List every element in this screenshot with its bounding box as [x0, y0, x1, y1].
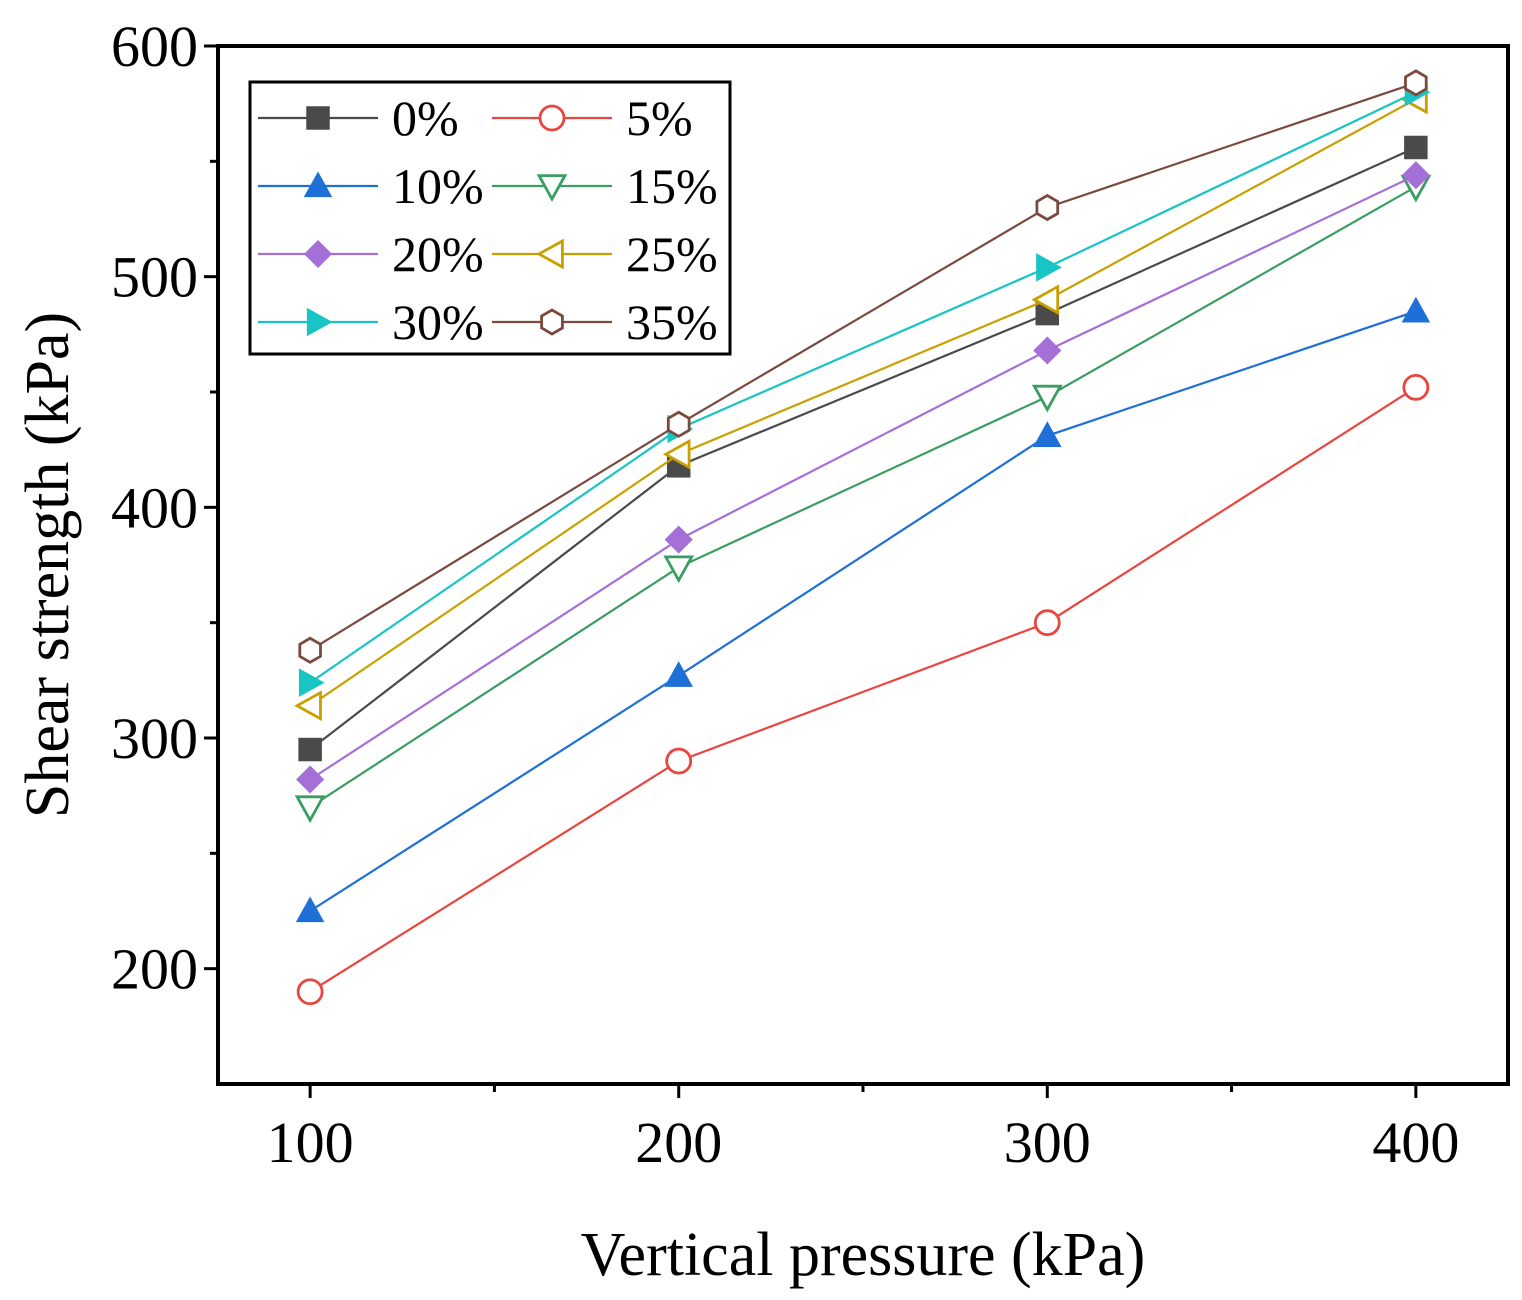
data-point — [1033, 609, 1061, 637]
series-line — [309, 91, 1417, 684]
legend-label: 15% — [626, 158, 718, 214]
legend-item: 30% — [258, 294, 484, 350]
series-3 — [294, 174, 1432, 824]
data-point — [294, 795, 326, 824]
y-tick-label: 500 — [111, 245, 198, 310]
x-axis-title: Vertical pressure (kPa) — [581, 1221, 1146, 1289]
data-point — [1401, 161, 1430, 190]
legend-marker — [540, 308, 564, 336]
legend-marker — [536, 174, 568, 202]
y-tick-label: 400 — [111, 475, 198, 540]
y-tick-label: 200 — [111, 937, 198, 1002]
ticks-layer: 100 200 300 400 200 300 400 500 600 — [111, 14, 1459, 1175]
data-point — [662, 438, 691, 470]
data-point — [298, 668, 325, 697]
data-point — [663, 555, 695, 584]
legend-item: 5% — [492, 90, 693, 146]
legend-label: 20% — [392, 226, 484, 282]
legend-item: 15% — [492, 158, 718, 214]
data-point — [298, 636, 322, 664]
legend-marker — [303, 171, 333, 198]
legend-label: 25% — [626, 226, 718, 282]
data-point — [1033, 336, 1062, 365]
legend-item: 35% — [492, 294, 718, 350]
series-line — [309, 146, 1417, 751]
legend-marker — [303, 239, 333, 269]
legend-box — [248, 80, 732, 356]
x-tick-label: 100 — [267, 1110, 354, 1175]
legend-item: 20% — [258, 226, 484, 282]
series-line — [309, 174, 1417, 781]
data-point — [665, 747, 693, 775]
series-line — [309, 98, 1417, 707]
series-layer — [294, 69, 1432, 1006]
series-0 — [298, 135, 1428, 762]
data-point — [295, 896, 325, 923]
legend-label: 30% — [392, 294, 484, 350]
legend-item: 0% — [258, 90, 459, 146]
data-point — [296, 978, 324, 1006]
y-tick-label: 600 — [111, 14, 198, 79]
legend-label: 5% — [626, 90, 693, 146]
data-point — [1031, 284, 1060, 316]
legend-label: 10% — [392, 158, 484, 214]
data-point — [1035, 193, 1060, 222]
legend: 0% 5% 10% 15% 20% 25% 30% 35% — [248, 80, 732, 356]
data-point — [1401, 296, 1431, 323]
data-point — [664, 525, 693, 554]
data-point — [298, 737, 322, 762]
y-axis-title: Shear strength (kPa) — [14, 312, 82, 818]
x-tick-label: 400 — [1372, 1110, 1459, 1175]
data-point — [1036, 253, 1062, 282]
data-point — [1402, 373, 1430, 401]
legend-label: 35% — [626, 294, 718, 350]
series-4 — [296, 161, 1430, 794]
series-7 — [298, 69, 1428, 664]
data-point — [664, 661, 693, 687]
legend-marker — [306, 106, 330, 130]
series-line — [309, 310, 1417, 912]
x-tick-label: 200 — [635, 1110, 722, 1175]
series-line — [309, 386, 1417, 993]
data-point — [296, 765, 325, 794]
legend-marker — [306, 307, 333, 337]
legend-marker — [536, 238, 564, 270]
data-point — [1404, 135, 1428, 160]
data-point — [1031, 384, 1063, 413]
series-2 — [295, 296, 1431, 923]
data-point — [1033, 421, 1062, 447]
data-point — [666, 410, 691, 438]
series-1 — [296, 373, 1430, 1006]
legend-item: 10% — [258, 158, 484, 214]
x-tick-label: 300 — [1004, 1110, 1091, 1175]
data-point — [294, 690, 322, 722]
data-point — [1404, 69, 1428, 97]
y-tick-label: 300 — [111, 706, 198, 771]
series-line — [309, 185, 1417, 809]
legend-marker — [538, 104, 566, 132]
legend-item: 25% — [492, 226, 718, 282]
legend-label: 0% — [392, 90, 459, 146]
series-line — [309, 81, 1417, 652]
